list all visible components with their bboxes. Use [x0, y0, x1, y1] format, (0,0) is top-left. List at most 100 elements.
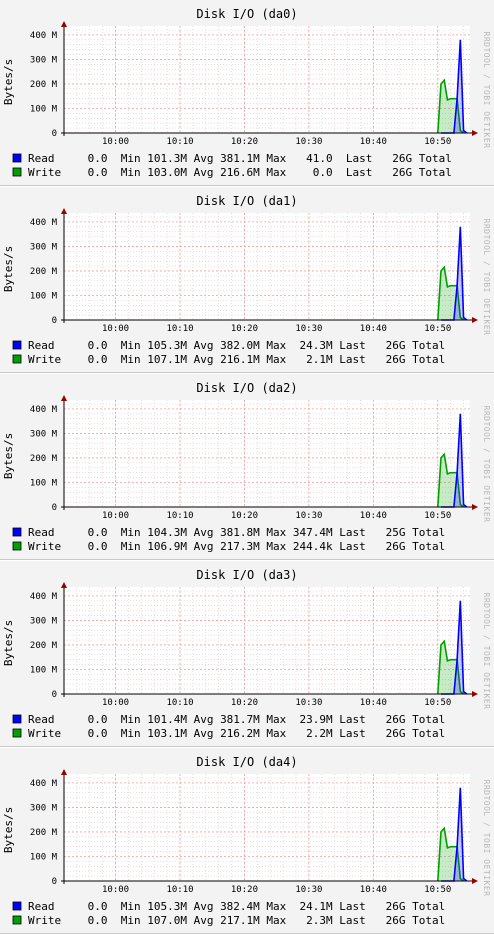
- legend-stats: 0.0 Min 101.4M Avg 381.7M Max 23.9M Last…: [55, 713, 446, 726]
- y-tick-label: 100 M: [30, 478, 58, 488]
- x-tick-label: 10:30: [295, 698, 322, 708]
- y-tick-label: 100 M: [30, 852, 58, 862]
- write-legend-swatch: [12, 541, 22, 551]
- legend-row: Write 0.0 Min 103.1M Avg 216.2M Max 2.2M…: [28, 727, 445, 740]
- read-legend-swatch: [12, 153, 22, 163]
- y-tick-label: 400 M: [30, 31, 58, 41]
- write-line: [436, 452, 465, 508]
- read-legend-swatch: [12, 901, 22, 911]
- legend-series-name: Write: [28, 353, 61, 366]
- x-tick-label: 10:20: [231, 324, 258, 334]
- y-tick-label: 300 M: [30, 55, 58, 65]
- chart-panel: 0 100 M 200 M 300 M 400 M 10:00 10:10 10:20 10:3…: [0, 748, 494, 934]
- legend-row: Read 0.0 Min 101.3M Avg 381.1M Max 41.0 …: [28, 152, 452, 165]
- x-tick-label: 10:20: [231, 885, 258, 895]
- legend-stats: 0.0 Min 104.3M Avg 381.8M Max 347.4M Las…: [55, 526, 446, 539]
- x-tick-label: 10:50: [424, 698, 451, 708]
- legend-stats: 0.0 Min 103.0M Avg 216.6M Max 0.0 Last 2…: [61, 166, 452, 179]
- read-area: [441, 787, 467, 881]
- x-tick-label: 10:10: [166, 698, 193, 708]
- y-tick-label: 400 M: [30, 405, 58, 415]
- x-axis-arrow: [472, 504, 478, 510]
- read-area: [441, 226, 467, 320]
- watermark: RRDTOOL / TOBI OETIKER: [482, 593, 491, 710]
- chart-panel: 0 100 M 200 M 300 M 400 M 10:00 10:10 10:20 10:3…: [0, 561, 494, 747]
- legend-row: Write 0.0 Min 107.1M Avg 216.1M Max 2.1M…: [28, 353, 445, 366]
- chart-panel: 0 100 M 200 M 300 M 400 M 10:00 10:10 10:20 10:3…: [0, 187, 494, 373]
- x-tick-label: 10:00: [102, 885, 129, 895]
- write-legend-swatch: [12, 354, 22, 364]
- x-tick-label: 10:30: [295, 137, 322, 147]
- y-tick-label: 200 M: [30, 828, 58, 838]
- y-tick-label: 0: [52, 690, 57, 700]
- y-tick-label: 0: [52, 129, 57, 139]
- y-axis-label: Bytes/s: [2, 433, 15, 479]
- y-axis-label: Bytes/s: [2, 807, 15, 853]
- write-legend-swatch: [12, 915, 22, 925]
- legend-series-name: Read: [28, 339, 55, 352]
- y-axis-label: Bytes/s: [2, 620, 15, 666]
- plot-area: [64, 400, 470, 507]
- x-tick-label: 10:40: [360, 885, 387, 895]
- watermark: RRDTOOL / TOBI OETIKER: [482, 406, 491, 523]
- y-tick-label: 0: [52, 503, 57, 513]
- legend-stats: 0.0 Min 107.1M Avg 216.1M Max 2.1M Last …: [61, 353, 445, 366]
- x-tick-label: 10:20: [231, 511, 258, 521]
- write-line: [436, 639, 465, 695]
- x-tick-label: 10:10: [166, 137, 193, 147]
- y-axis-arrow: [61, 582, 67, 588]
- watermark: RRDTOOL / TOBI OETIKER: [482, 219, 491, 336]
- x-tick-label: 10:50: [424, 511, 451, 521]
- x-axis-arrow: [472, 878, 478, 884]
- read-legend-swatch: [12, 527, 22, 537]
- x-tick-label: 10:10: [166, 511, 193, 521]
- legend-stats: 0.0 Min 105.3M Avg 382.0M Max 24.3M Last…: [55, 339, 446, 352]
- write-area: [437, 454, 464, 507]
- chart-panel: 0 100 M 200 M 300 M 400 M 10:00 10:10 10:20 10:3…: [0, 0, 494, 186]
- x-tick-label: 10:20: [231, 698, 258, 708]
- chart-panel: 0 100 M 200 M 300 M 400 M 10:00 10:10 10:20 10:3…: [0, 374, 494, 560]
- write-legend-swatch: [12, 728, 22, 738]
- legend-row: Read 0.0 Min 105.3M Avg 382.0M Max 24.3M…: [28, 339, 445, 352]
- write-area: [437, 267, 464, 320]
- read-area: [441, 39, 467, 134]
- x-tick-label: 10:40: [360, 698, 387, 708]
- chart-svg: 0 100 M 200 M 300 M 400 M 10:00 10:10 10:20 10:3…: [2, 755, 491, 927]
- y-tick-label: 200 M: [30, 641, 58, 651]
- chart-title: Disk I/O (da0): [196, 7, 297, 21]
- write-area: [437, 641, 464, 694]
- legend-series-name: Read: [28, 526, 55, 539]
- y-tick-label: 400 M: [30, 779, 58, 789]
- chart-title: Disk I/O (da3): [196, 568, 297, 582]
- y-tick-label: 100 M: [30, 665, 58, 675]
- y-axis-arrow: [61, 395, 67, 401]
- plot-area: [64, 774, 470, 881]
- legend-stats: 0.0 Min 107.0M Avg 217.1M Max 2.3M Last …: [61, 914, 445, 927]
- y-tick-label: 100 M: [30, 291, 58, 301]
- legend-row: Write 0.0 Min 103.0M Avg 216.6M Max 0.0 …: [28, 166, 452, 179]
- x-tick-label: 10:10: [166, 324, 193, 334]
- legend-stats: 0.0 Min 101.3M Avg 381.1M Max 41.0 Last …: [55, 152, 452, 165]
- chart-svg: 0 100 M 200 M 300 M 400 M 10:00 10:10 10:20 10:3…: [2, 568, 491, 740]
- y-tick-label: 400 M: [30, 218, 58, 228]
- plot-area: [64, 26, 470, 133]
- legend-row: Read 0.0 Min 101.4M Avg 381.7M Max 23.9M…: [28, 713, 445, 726]
- read-area: [441, 413, 467, 507]
- y-tick-label: 100 M: [30, 104, 58, 114]
- write-area: [437, 828, 464, 881]
- y-axis-label: Bytes/s: [2, 246, 15, 292]
- y-tick-label: 200 M: [30, 267, 58, 277]
- x-tick-label: 10:40: [360, 324, 387, 334]
- plot-area: [64, 213, 470, 320]
- chart-title: Disk I/O (da4): [196, 755, 297, 769]
- legend-stats: 0.0 Min 106.9M Avg 217.3M Max 244.4k Las…: [61, 540, 445, 553]
- y-axis-label: Bytes/s: [2, 59, 15, 105]
- x-tick-label: 10:00: [102, 511, 129, 521]
- read-legend-swatch: [12, 340, 22, 350]
- x-tick-label: 10:20: [231, 137, 258, 147]
- y-axis-arrow: [61, 208, 67, 214]
- legend-series-name: Read: [28, 152, 55, 165]
- plot-area: [64, 587, 470, 694]
- read-area: [441, 600, 467, 694]
